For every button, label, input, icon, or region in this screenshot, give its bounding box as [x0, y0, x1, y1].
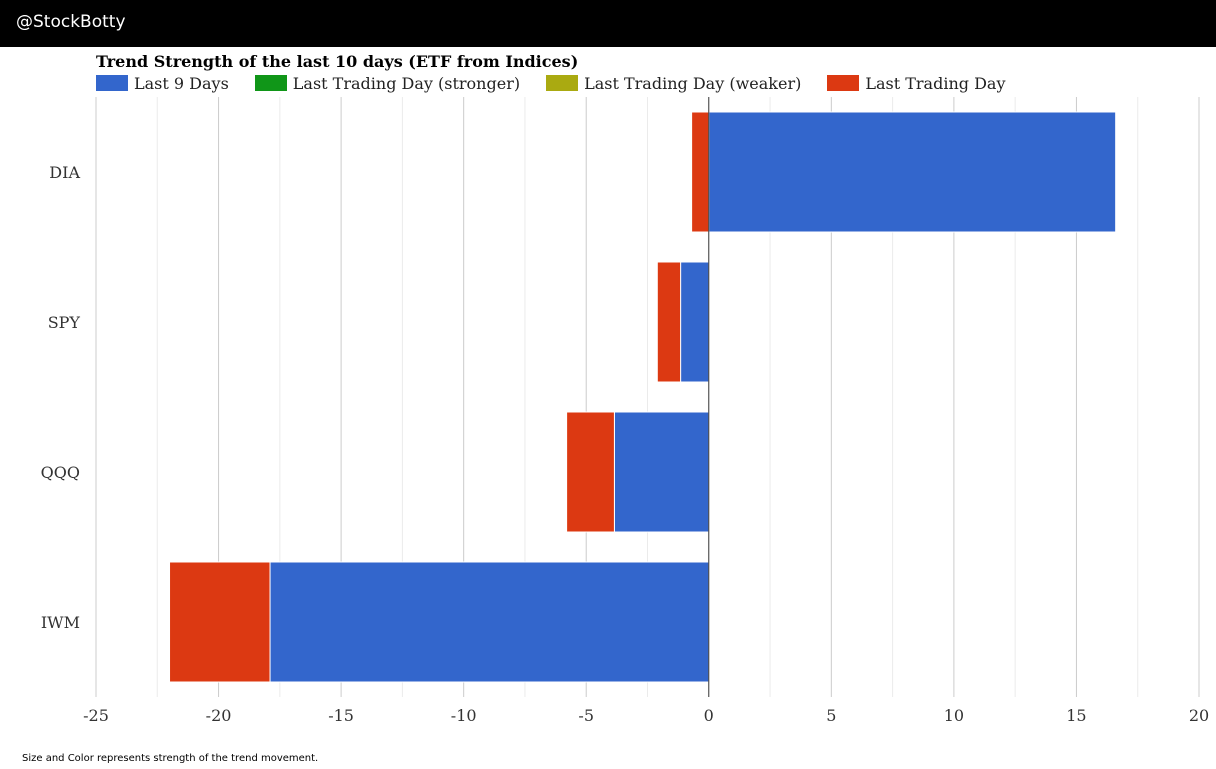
bar-spy-last-trading-day[interactable]: [656, 261, 682, 383]
legend-label: Last 9 Days: [134, 73, 229, 93]
legend-item-stronger[interactable]: Last Trading Day (stronger): [254, 73, 521, 93]
category-label-dia: DIA: [49, 163, 80, 182]
x-tick-label: 20: [1189, 706, 1209, 725]
x-tick-label: 5: [826, 706, 836, 725]
category-label-spy: SPY: [48, 313, 81, 332]
legend-swatch: [96, 75, 128, 91]
x-tick-label: -20: [206, 706, 232, 725]
legend-item-weaker[interactable]: Last Trading Day (weaker): [546, 74, 801, 93]
legend-label: Last Trading Day (weaker): [584, 73, 802, 93]
chart-legend: Last 9 Days Last Trading Day (stronger) …: [96, 73, 1031, 93]
bar-dia-last-trading-day[interactable]: [691, 111, 710, 233]
x-tick-label: -25: [83, 706, 109, 725]
header-bar: @StockBotty: [0, 0, 1216, 47]
x-tick-label: 0: [704, 706, 714, 725]
legend-item-last-trading-day[interactable]: Last Trading Day: [827, 74, 1005, 93]
legend-swatch: [827, 75, 860, 91]
bar-spy-last-9-days[interactable]: [680, 261, 710, 383]
bar-iwm-last-trading-day[interactable]: [169, 561, 271, 683]
chart-title: Trend Strength of the last 10 days (ETF …: [96, 52, 579, 71]
x-tick-label: -10: [451, 706, 477, 725]
legend-item-last-9-days[interactable]: Last 9 Days: [96, 74, 229, 93]
x-tick-label: 10: [944, 706, 964, 725]
category-label-qqq: QQQ: [41, 463, 80, 482]
legend-swatch: [546, 75, 579, 91]
x-tick-label: 15: [1066, 706, 1086, 725]
bar-qqq-last-9-days[interactable]: [613, 411, 710, 533]
legend-label: Last Trading Day: [865, 73, 1006, 93]
bar-iwm-last-9-days[interactable]: [269, 561, 710, 683]
x-tick-label: -5: [578, 706, 594, 725]
x-tick-label: -15: [328, 706, 354, 725]
brand-label: @StockBotty: [16, 12, 126, 32]
legend-swatch: [254, 75, 287, 91]
category-label-iwm: IWM: [41, 613, 80, 632]
footer-note: Size and Color represents strength of th…: [22, 753, 319, 764]
legend-label: Last Trading Day (stronger): [292, 73, 521, 93]
bar-qqq-last-trading-day[interactable]: [566, 411, 615, 533]
bar-dia-last-9-days[interactable]: [708, 111, 1117, 233]
